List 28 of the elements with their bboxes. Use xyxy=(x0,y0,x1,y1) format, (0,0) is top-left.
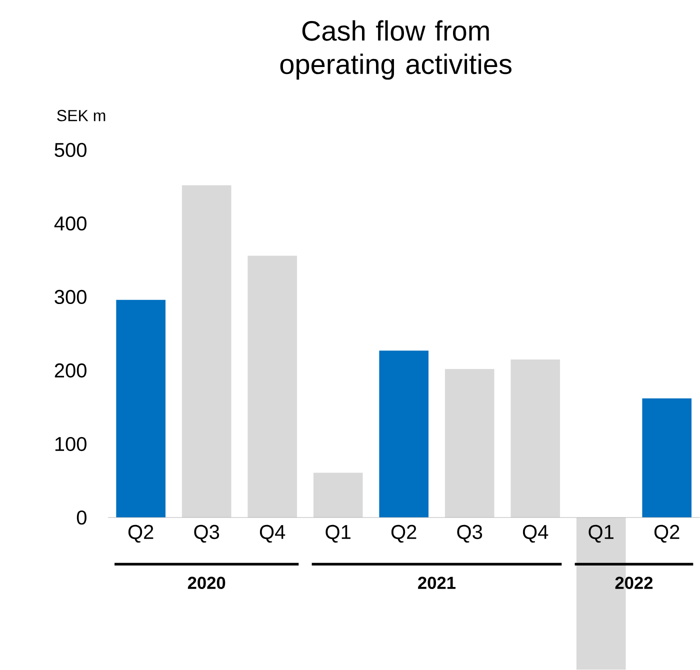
x-tick-label: Q3 xyxy=(194,525,220,543)
y-tick-label: 300 xyxy=(54,290,86,304)
chart-title: Cash flow from operating activities xyxy=(280,20,512,80)
bar xyxy=(444,369,494,518)
x-tick-label: Q1 xyxy=(588,525,614,543)
y-tick-label: 500 xyxy=(54,142,86,158)
x-tick-label: Q2 xyxy=(128,525,154,543)
y-tick-label: 100 xyxy=(55,437,86,452)
y-tick-label: 400 xyxy=(54,216,86,231)
x-tick-label: Q4 xyxy=(260,525,286,543)
x-tick-label: Q3 xyxy=(457,525,482,543)
y-axis-title: SEK m xyxy=(57,110,106,122)
annotation: 2022 xyxy=(615,576,653,590)
x-tick-label: Q2 xyxy=(391,525,416,543)
y-tick-label: 0 xyxy=(76,510,86,525)
y-tick-label: 200 xyxy=(54,364,86,378)
bar xyxy=(116,300,166,518)
bar xyxy=(510,360,560,518)
x-tick-label: Q1 xyxy=(326,525,350,543)
bar xyxy=(642,398,692,518)
annotation: 2021 xyxy=(418,576,456,590)
bar xyxy=(379,350,429,518)
bar xyxy=(182,185,232,518)
annotation: 2020 xyxy=(188,576,226,590)
x-tick-label: Q2 xyxy=(654,525,680,543)
bar xyxy=(248,256,297,518)
bar xyxy=(313,472,363,518)
x-tick-label: Q4 xyxy=(522,525,548,543)
